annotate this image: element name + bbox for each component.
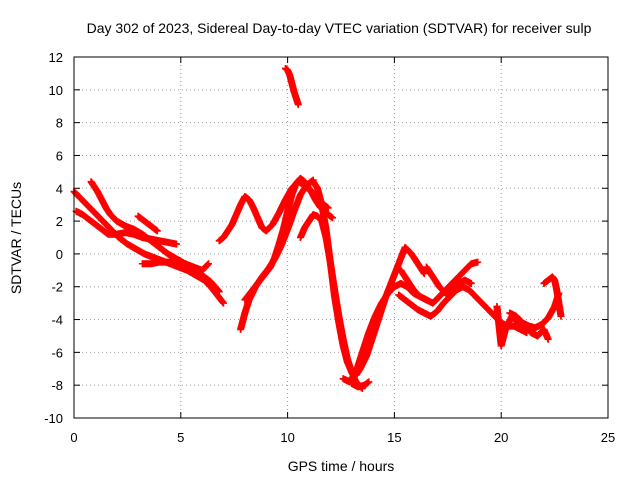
chart-title: Day 302 of 2023, Sidereal Day-to-day VTE… <box>87 20 592 36</box>
series-track-8 <box>241 174 332 304</box>
y-tick-label: 6 <box>56 148 63 163</box>
y-axis-label: SDTVAR / TECUs <box>8 182 24 294</box>
data-point <box>420 270 428 278</box>
series-track-1 <box>70 188 228 307</box>
series-track-5 <box>134 212 161 235</box>
data-point <box>220 299 228 307</box>
y-tick-label: -10 <box>44 411 63 426</box>
series-track-3 <box>87 178 223 296</box>
x-tick-label: 0 <box>70 430 77 445</box>
data-point <box>153 227 161 235</box>
y-tick-label: 0 <box>56 247 63 262</box>
data-point <box>173 240 181 248</box>
data-point <box>294 101 302 109</box>
series-track-19 <box>540 273 565 320</box>
y-tick-label: -4 <box>51 313 63 328</box>
series-track-13 <box>348 378 373 391</box>
y-tick-label: 4 <box>56 181 63 196</box>
data-point <box>365 378 373 386</box>
data-point <box>328 214 336 222</box>
series-track-17 <box>493 302 552 350</box>
x-axis-label: GPS time / hours <box>288 458 395 474</box>
x-tick-label: 20 <box>494 430 508 445</box>
y-tick-label: -6 <box>51 345 63 360</box>
y-tick-label: -8 <box>51 378 63 393</box>
grid <box>74 57 608 418</box>
y-tick-label: 2 <box>56 214 63 229</box>
series-track-4 <box>138 258 213 274</box>
series-track-9 <box>281 64 302 109</box>
y-tick-label: 12 <box>49 50 63 65</box>
x-tick-label: 25 <box>601 430 615 445</box>
data-point <box>204 261 212 269</box>
data-point <box>544 335 552 343</box>
data-points <box>70 64 565 392</box>
plot-frame <box>73 56 609 419</box>
series-track-16 <box>422 263 475 297</box>
data-point <box>557 312 565 320</box>
y-tick-label: 10 <box>49 83 63 98</box>
data-point <box>205 260 213 268</box>
data-point <box>215 288 223 296</box>
x-tick-label: 10 <box>280 430 294 445</box>
x-tick-label: 5 <box>177 430 184 445</box>
data-point <box>474 258 482 266</box>
y-tick-label: 8 <box>56 116 63 131</box>
x-tick-label: 15 <box>387 430 401 445</box>
tick-labels: 0 5 10 15 20 25 -10 -8 -6 -4 -2 0 2 4 6 8 10 12 <box>44 50 615 445</box>
series-track-14 <box>397 258 482 307</box>
y-tick-label: -2 <box>51 280 63 295</box>
data-point <box>467 279 475 287</box>
